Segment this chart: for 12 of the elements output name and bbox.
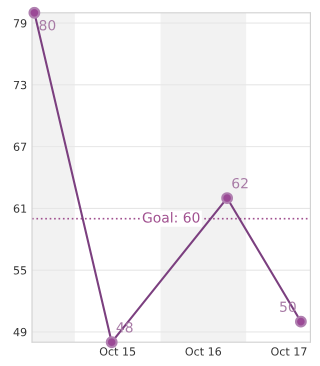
data-label: 80 [39,20,56,31]
x-tick-label: Oct 17 [271,347,306,356]
x-tick-label: Oct 16 [186,347,222,356]
ref-line-label: Goal: 60 [142,212,200,223]
y-tick-label: 55 [14,266,26,275]
y-tick-label: 49 [14,328,26,336]
y-tick-label: 79 [14,19,26,28]
y-tick-label: 67 [14,142,26,152]
x-tick-label: Oct 15 [100,347,136,356]
y-tick-label: 73 [14,80,26,90]
y-tick-label: 61 [14,204,26,213]
data-label: 62 [232,178,248,188]
